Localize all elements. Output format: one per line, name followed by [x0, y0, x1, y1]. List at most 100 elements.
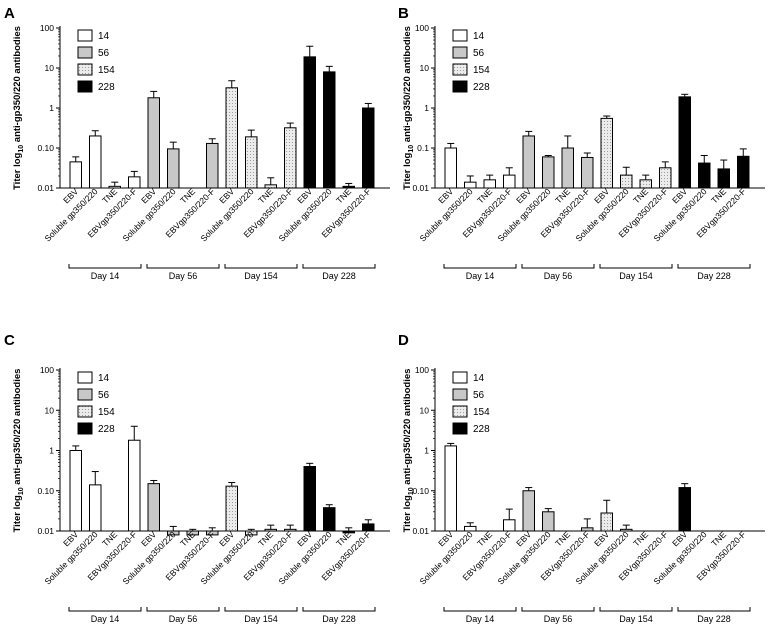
chart-panel-d: D Titer log10 anti-gp350/220 antibodies0.…	[398, 332, 765, 624]
y-tick-label: 0.10	[37, 486, 54, 496]
legend-swatch	[452, 422, 468, 435]
panel-letter: B	[398, 5, 409, 22]
legend-swatch	[77, 405, 93, 418]
legend-swatch	[77, 371, 93, 384]
legend-swatch	[77, 80, 93, 93]
bar	[303, 466, 316, 532]
bar	[522, 135, 535, 189]
y-axis-label: Titer log10 anti-gp350/220 antibodies	[402, 369, 415, 533]
bar	[69, 161, 82, 189]
legend-swatch	[452, 80, 468, 93]
bar	[444, 445, 457, 532]
group-bracket	[521, 264, 595, 269]
group-label: Day 154	[244, 271, 278, 281]
group-bracket	[521, 607, 595, 612]
legend-swatch	[452, 46, 468, 59]
group-label: Day 228	[322, 271, 356, 281]
group-label: Day 228	[697, 271, 731, 281]
legend-swatch	[452, 29, 468, 42]
panel-letter: C	[4, 332, 15, 349]
group-bracket	[68, 607, 142, 612]
group-label: Day 14	[91, 271, 120, 281]
bar	[698, 162, 711, 189]
y-tick-label: 0.1	[417, 143, 429, 153]
y-tick-label: 100	[415, 23, 429, 33]
chart-panel-b: B Titer log10 anti-gp350/220 antibodies0.…	[398, 5, 765, 281]
group-label: Day 56	[544, 614, 573, 624]
group-bracket	[146, 264, 220, 269]
bar	[323, 507, 336, 532]
group-label: Day 56	[544, 271, 573, 281]
bar	[128, 439, 141, 532]
legend-swatch	[77, 388, 93, 401]
bar	[245, 136, 258, 189]
group-bracket	[677, 607, 751, 612]
y-tick-label: 100	[40, 365, 54, 375]
y-tick-label: 1	[49, 103, 54, 113]
bar	[89, 484, 102, 532]
bar	[522, 490, 535, 532]
panel-letter: D	[398, 332, 409, 349]
legend-swatch	[452, 63, 468, 76]
bar	[225, 485, 238, 532]
y-tick-label: 100	[40, 23, 54, 33]
y-tick-label: 10	[420, 63, 430, 73]
legend-swatch	[77, 46, 93, 59]
y-tick-label: 0.10	[412, 486, 429, 496]
group-label: Day 56	[169, 271, 198, 281]
bar	[167, 148, 180, 189]
bar	[503, 174, 516, 189]
group-bracket	[302, 607, 376, 612]
bar	[503, 519, 516, 532]
group-label: Day 154	[619, 271, 653, 281]
y-tick-label: 0.01	[37, 526, 54, 536]
legend-swatch	[77, 422, 93, 435]
group-label: Day 154	[244, 614, 278, 624]
bar	[284, 127, 297, 189]
bar	[206, 142, 219, 189]
y-tick-label: 1	[424, 103, 429, 113]
legend-label: 14	[98, 31, 110, 42]
group-bracket	[146, 607, 220, 612]
group-bracket	[443, 607, 517, 612]
bar	[737, 155, 750, 189]
bar	[323, 71, 336, 189]
group-label: Day 228	[322, 614, 356, 624]
bar	[620, 174, 633, 189]
y-tick-label: 1	[424, 446, 429, 456]
y-tick-label: 0.01	[37, 183, 54, 193]
bar	[561, 147, 574, 189]
legend-swatch	[452, 405, 468, 418]
bar	[225, 87, 238, 189]
y-tick-label: 0.01	[412, 526, 429, 536]
y-tick-label: 100	[415, 365, 429, 375]
group-bracket	[302, 264, 376, 269]
bar	[678, 96, 691, 189]
legend-label: 228	[473, 424, 490, 435]
group-label: Day 14	[466, 614, 495, 624]
panel-letter: A	[4, 5, 15, 22]
y-tick-label: 0.01	[412, 183, 429, 193]
y-tick-label: 1	[49, 446, 54, 456]
y-tick-label: 10	[420, 405, 430, 415]
y-axis-label: Titer log10 anti-gp350/220 antibodies	[12, 369, 25, 533]
legend-label: 14	[98, 373, 110, 384]
bar	[362, 107, 375, 189]
bar	[600, 117, 613, 189]
y-axis-label: Titer log10 anti-gp350/220 antibodies	[402, 26, 415, 190]
group-label: Day 56	[169, 614, 198, 624]
legend-swatch	[77, 29, 93, 42]
legend-label: 228	[473, 82, 490, 93]
y-axis-label: Titer log10 anti-gp350/220 antibodies	[12, 26, 25, 190]
group-bracket	[677, 264, 751, 269]
bar	[717, 168, 730, 189]
group-label: Day 154	[619, 614, 653, 624]
y-tick-label: 10	[45, 405, 55, 415]
legend-label: 154	[98, 407, 115, 418]
group-label: Day 14	[466, 271, 495, 281]
legend-label: 14	[473, 373, 485, 384]
legend-label: 56	[473, 390, 485, 401]
bar	[147, 97, 160, 189]
group-bracket	[599, 607, 673, 612]
